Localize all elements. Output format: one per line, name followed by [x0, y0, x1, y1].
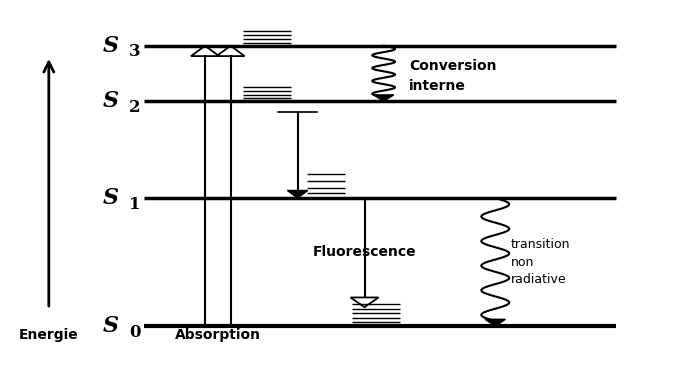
Text: S: S	[103, 187, 119, 209]
Text: Fluorescence: Fluorescence	[313, 245, 416, 259]
Text: Conversion: Conversion	[409, 59, 497, 73]
Polygon shape	[485, 319, 506, 326]
Text: interne: interne	[409, 78, 466, 93]
Text: non: non	[511, 255, 534, 269]
Text: 1: 1	[129, 196, 140, 213]
Text: radiative: radiative	[511, 273, 567, 286]
Text: 2: 2	[129, 99, 141, 116]
Text: S: S	[103, 35, 119, 57]
Text: Energie: Energie	[19, 328, 79, 342]
Polygon shape	[374, 95, 394, 101]
Polygon shape	[287, 191, 308, 198]
Text: S: S	[103, 90, 119, 112]
Text: 3: 3	[129, 43, 141, 61]
Text: Absorption: Absorption	[175, 328, 261, 342]
Text: transition: transition	[511, 238, 571, 251]
Text: S: S	[103, 315, 119, 337]
Text: 0: 0	[129, 324, 140, 341]
